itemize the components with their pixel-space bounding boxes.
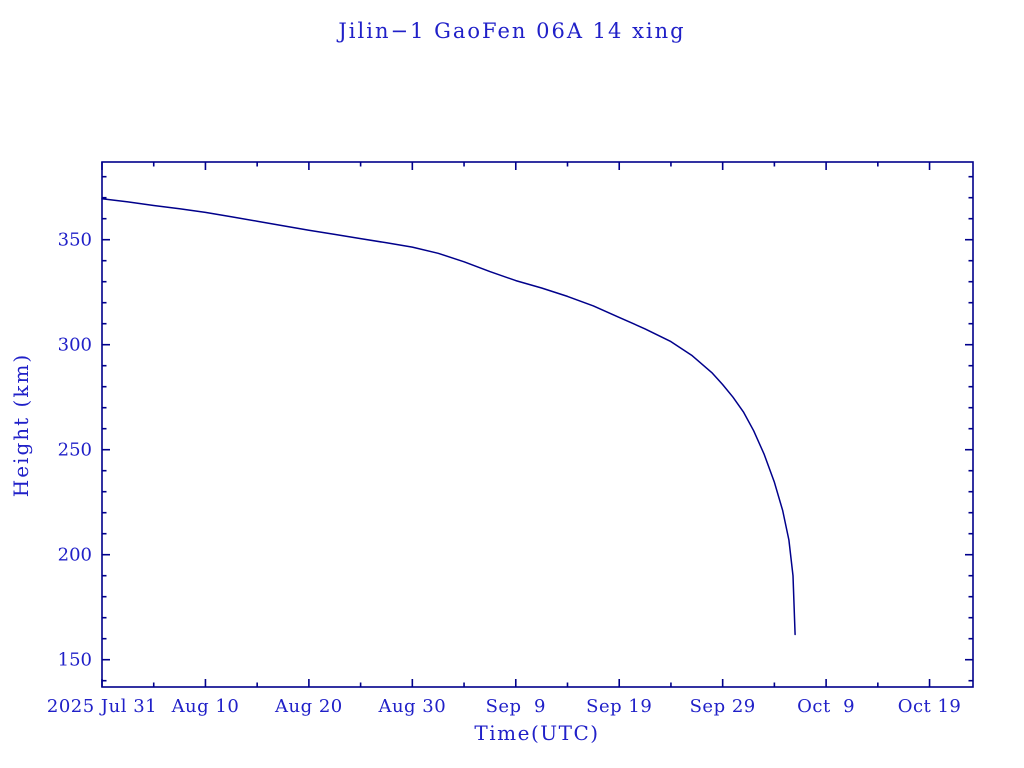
x-tick-label: Oct 9 — [797, 696, 855, 717]
axis-frame — [101, 161, 974, 688]
y-ticks — [102, 175, 973, 682]
x-tick-label: 2025 Jul 31 — [47, 696, 157, 717]
y-tick-labels: 150 200 250 300 350 — [58, 230, 92, 671]
x-tick-label: Aug 20 — [274, 696, 343, 717]
y-tick-label: 350 — [58, 230, 92, 251]
x-tick-label: Aug 10 — [171, 696, 240, 717]
y-axis-label: Height (km) — [9, 352, 33, 498]
y-tick-label: 300 — [58, 335, 92, 356]
chart-title: Jilin−1 GaoFen 06A 14 xing — [338, 19, 686, 43]
x-tick-label: Sep 19 — [586, 696, 652, 717]
x-tick-label: Sep 9 — [486, 696, 546, 717]
x-tick-label: Aug 30 — [377, 696, 446, 717]
x-ticks — [101, 162, 931, 687]
decay-curve — [101, 198, 796, 636]
x-tick-labels: 2025 Jul 31 Aug 10 Aug 20 Aug 30 Sep 9 Sep 19… — [47, 696, 962, 717]
y-tick-label: 150 — [58, 650, 92, 671]
x-axis-label: Time(UTC) — [474, 721, 600, 745]
x-tick-label: Sep 29 — [690, 696, 756, 717]
y-tick-label: 200 — [58, 545, 92, 566]
y-tick-label: 250 — [58, 440, 92, 461]
x-tick-label: Oct 19 — [898, 696, 962, 717]
